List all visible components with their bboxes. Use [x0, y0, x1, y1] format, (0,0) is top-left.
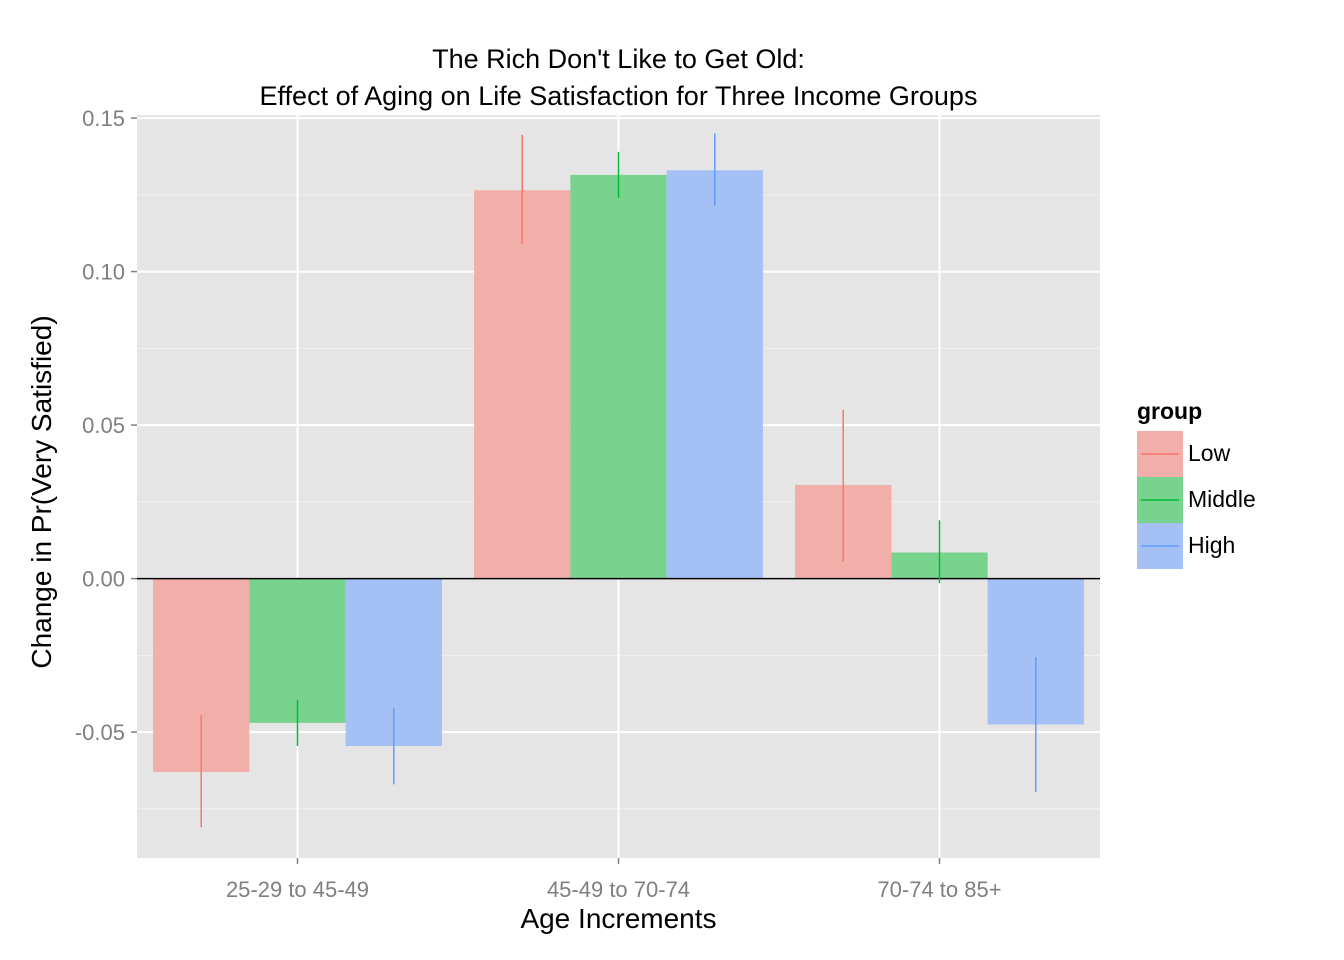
y-axis-title: Change in Pr(Very Satisfied)	[26, 315, 57, 669]
legend-label-high: High	[1188, 532, 1236, 558]
legend-title: group	[1137, 398, 1203, 424]
y-tick-label: 0.15	[82, 106, 125, 131]
legend-key-low	[1137, 431, 1183, 477]
chart-title-line-2: Effect of Aging on Life Satisfaction for…	[259, 81, 978, 111]
legend: group Low Middle High	[1137, 398, 1256, 569]
legend-item-middle: Middle	[1137, 477, 1256, 523]
x-tick-label: 45-49 to 70-74	[547, 877, 690, 902]
y-tick-label: 0.10	[82, 260, 125, 285]
bar-low-1	[474, 190, 571, 579]
legend-item-high: High	[1137, 523, 1235, 569]
legend-label-low: Low	[1188, 440, 1231, 466]
bar-middle-1	[570, 174, 667, 579]
y-tick-label: 0.00	[82, 567, 125, 592]
chart-title-line-1: The Rich Don't Like to Get Old:	[432, 44, 805, 74]
bar-middle-0	[249, 578, 346, 723]
x-axis-title: Age Increments	[520, 903, 717, 934]
x-tick-label: 70-74 to 85+	[877, 877, 1001, 902]
bar-high-1	[666, 170, 763, 579]
legend-key-high	[1137, 523, 1183, 569]
x-tick-label: 25-29 to 45-49	[226, 877, 369, 902]
legend-item-low: Low	[1137, 431, 1230, 477]
y-tick-label: 0.05	[82, 413, 125, 438]
legend-key-middle	[1137, 477, 1183, 523]
y-tick-label: -0.05	[75, 720, 125, 745]
legend-label-middle: Middle	[1188, 486, 1256, 512]
